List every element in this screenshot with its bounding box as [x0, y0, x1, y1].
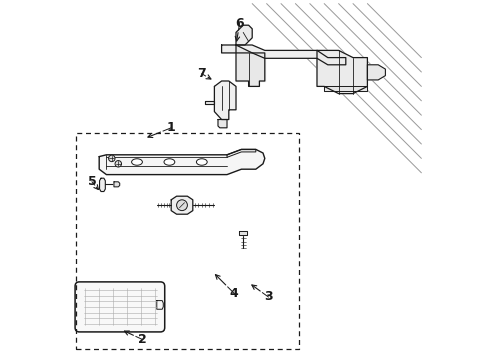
Polygon shape	[157, 301, 163, 309]
Polygon shape	[99, 149, 265, 175]
Polygon shape	[324, 86, 368, 91]
Bar	[76, 133, 299, 349]
Ellipse shape	[196, 159, 207, 165]
Text: 3: 3	[264, 291, 273, 303]
Polygon shape	[218, 120, 227, 128]
Polygon shape	[221, 45, 346, 65]
Polygon shape	[317, 50, 368, 94]
Polygon shape	[236, 45, 265, 86]
Text: 5: 5	[88, 175, 97, 188]
Polygon shape	[205, 101, 215, 104]
Polygon shape	[99, 178, 105, 192]
Polygon shape	[236, 25, 252, 45]
Circle shape	[176, 200, 187, 211]
Polygon shape	[114, 182, 120, 187]
Circle shape	[109, 155, 115, 162]
Polygon shape	[227, 149, 256, 157]
Ellipse shape	[132, 159, 143, 165]
Ellipse shape	[164, 159, 175, 165]
FancyBboxPatch shape	[75, 282, 165, 332]
Polygon shape	[368, 65, 386, 80]
Text: 6: 6	[235, 17, 244, 30]
Polygon shape	[239, 231, 247, 235]
Text: 4: 4	[230, 287, 239, 300]
Text: 1: 1	[167, 121, 175, 134]
Circle shape	[115, 161, 122, 167]
Text: 7: 7	[197, 67, 206, 80]
Text: 2: 2	[138, 333, 147, 346]
Polygon shape	[215, 81, 236, 120]
Polygon shape	[171, 196, 193, 214]
